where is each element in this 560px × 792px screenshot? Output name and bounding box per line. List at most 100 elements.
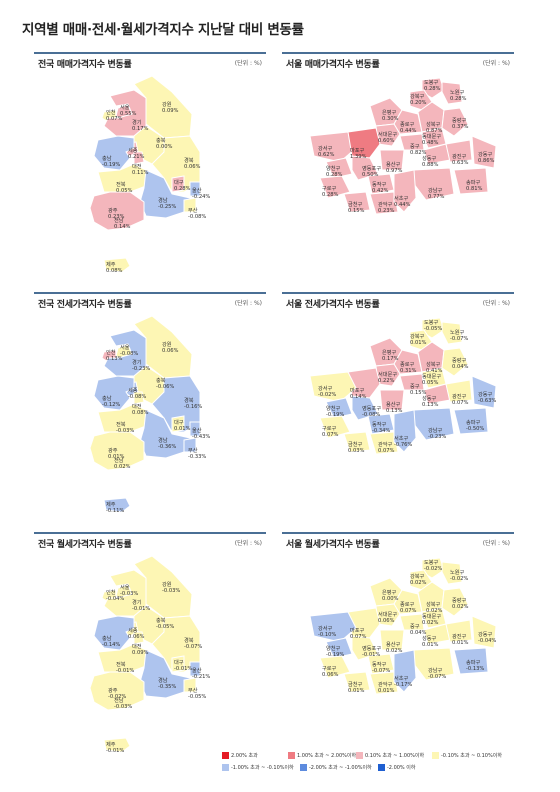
region-value-label: 0.07%	[378, 448, 395, 454]
region-name-label: 은평구	[382, 109, 397, 116]
region-value-label: -0.19%	[326, 652, 344, 658]
legend-item: -0.10% 초과 ~ 0.10%이하	[432, 752, 502, 759]
region-중랑구	[441, 587, 469, 617]
region-금천구	[343, 671, 371, 693]
region-name-label: 종로구	[400, 361, 415, 368]
region-name-label: 대구	[174, 418, 184, 426]
region-name-label: 대구	[174, 178, 184, 186]
region-대구	[171, 415, 185, 433]
region-value-label: -0.25%	[158, 204, 176, 210]
region-name-label: 중랑구	[452, 117, 467, 124]
region-value-label: -0.24%	[192, 194, 210, 200]
region-부산	[183, 677, 197, 693]
region-name-label: 경남	[158, 196, 168, 204]
legend-swatch	[356, 752, 363, 759]
region-value-label: 0.44%	[394, 202, 411, 208]
region-name-label: 강동구	[478, 631, 493, 638]
region-name-label: 경북	[184, 637, 194, 644]
region-name-label: 인천	[106, 589, 116, 596]
region-value-label: 0.06%	[128, 634, 145, 640]
region-name-label: 경북	[184, 397, 194, 404]
region-노원구	[441, 81, 463, 105]
region-name-label: 경남	[158, 676, 168, 684]
region-value-label: 0.05%	[422, 380, 439, 386]
region-name-label: 세종	[128, 626, 138, 634]
region-name-label: 동대문구	[422, 612, 441, 620]
region-금천구	[343, 191, 371, 213]
region-name-label: 강원	[162, 580, 172, 588]
region-송파구	[453, 647, 489, 675]
map-regions	[309, 77, 497, 215]
region-value-label: -0.19%	[102, 162, 120, 168]
region-name-label: 광주	[108, 687, 118, 694]
region-value-label: 0.23%	[378, 208, 395, 214]
region-name-label: 경기	[132, 118, 142, 126]
region-name-label: 영등포구	[362, 164, 381, 172]
region-name-label: 송파구	[466, 418, 481, 426]
legend-label: -0.10% 초과 ~ 0.10%이하	[441, 753, 502, 759]
region-name-label: 성북구	[426, 360, 441, 368]
region-name-label: 구로구	[322, 425, 337, 432]
region-용산구	[379, 629, 405, 651]
region-name-label: 송파구	[466, 658, 481, 666]
panel-national-monthly: 전국 월세가격지수 변동률 (단위 : %) 서울 -0.03% 인천 -0.04% 경…	[34, 532, 266, 766]
region-경남	[139, 409, 191, 459]
region-name-label: 대전	[132, 642, 142, 650]
region-value-label: -0.08%	[188, 214, 206, 220]
map-svg: 도봉구0.28%노원구0.28%강북구0.20%은평구0.30%종로구0.44%…	[309, 77, 497, 215]
map-svg: 서울-0.08%인천0.13%경기-0.23%강원0.06%충북-0.06%세종…	[89, 315, 210, 514]
region-value-label: 0.05%	[116, 188, 133, 194]
region-value-label: -0.76%	[394, 442, 412, 448]
region-양천구	[325, 637, 353, 659]
region-name-label: 전북	[116, 421, 126, 428]
legend-item: 2.00% 초과	[222, 752, 258, 759]
region-value-label: -0.03%	[114, 704, 132, 710]
region-value-label: 0.20%	[410, 100, 427, 106]
region-value-label: -0.07%	[372, 668, 390, 674]
region-name-label: 관악구	[378, 440, 393, 448]
region-강동구	[471, 375, 497, 409]
unit-label: (단위 : %)	[482, 540, 510, 547]
panel-title: 전국 매매가격지수 변동률	[38, 60, 132, 70]
region-name-label: 노원구	[450, 88, 465, 96]
region-name-label: 동작구	[372, 181, 387, 188]
region-제주	[103, 497, 131, 513]
region-name-label: 용산구	[386, 640, 401, 648]
region-value-label: -0.01%	[132, 606, 150, 612]
region-value-label: 0.01%	[410, 340, 427, 346]
region-강서구	[309, 371, 357, 403]
region-중랑구	[441, 107, 469, 137]
panel-title: 서울 전세가격지수 변동률	[286, 300, 380, 310]
region-송파구	[453, 167, 489, 195]
region-대전	[133, 391, 145, 405]
region-송파구	[453, 407, 489, 435]
region-value-label: 0.06%	[184, 164, 201, 170]
region-광진구	[445, 379, 473, 403]
region-value-label: 0.42%	[372, 188, 389, 194]
region-value-label: -0.04%	[106, 596, 124, 602]
region-name-label: 종로구	[400, 601, 415, 608]
region-value-label: -0.11%	[106, 508, 124, 514]
region-value-label: 0.07%	[400, 608, 417, 614]
legend-label: -2.00% 초과 ~ -1.00%이하	[309, 765, 372, 771]
region-value-label: 0.02%	[422, 620, 439, 626]
panel-header: 전국 전세가격지수 변동률 (단위 : %)	[34, 292, 266, 314]
region-value-label: 0.14%	[350, 394, 367, 400]
region-name-label: 성동구	[422, 154, 437, 162]
region-name-label: 충남	[102, 394, 112, 402]
region-value-label: 0.00%	[156, 144, 173, 150]
region-name-label: 서울	[120, 343, 130, 351]
region-name-label: 광주	[108, 447, 118, 454]
region-value-label: -0.03%	[116, 428, 134, 434]
panel-header: 서울 월세가격지수 변동률 (단위 : %)	[282, 532, 514, 554]
panel-seoul-monthly: 서울 월세가격지수 변동률 (단위 : %) 도봉구 -0.02% 노원구 -0.02…	[282, 532, 514, 766]
region-value-label: 0.41%	[426, 368, 443, 374]
region-name-label: 강서구	[318, 384, 333, 392]
region-value-label: 0.07%	[452, 400, 469, 406]
region-value-label: 0.31%	[400, 368, 417, 374]
region-value-label: 0.04%	[410, 630, 427, 636]
region-name-label: 경남	[158, 436, 168, 444]
region-name-label: 성북구	[426, 120, 441, 128]
region-서초구	[393, 409, 417, 453]
region-value-label: 0.88%	[422, 162, 439, 168]
